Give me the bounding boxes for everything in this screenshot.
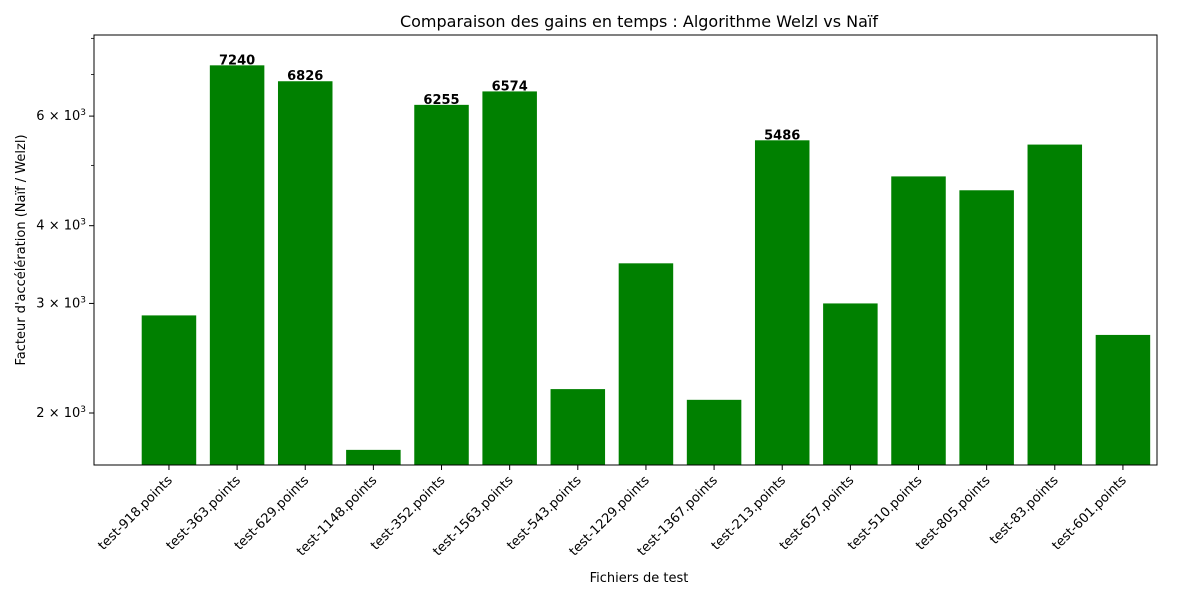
data-label: 7240 (219, 53, 255, 68)
bar (550, 389, 606, 465)
data-label: 6574 (492, 79, 528, 94)
bar (1095, 334, 1151, 465)
x-axis: test-918.pointstest-363.pointstest-629.p… (96, 465, 1130, 559)
bar (823, 303, 878, 465)
data-label: 6826 (287, 69, 323, 84)
x-tick-label: test-601.points (1049, 473, 1129, 553)
bar (346, 449, 401, 465)
bar (209, 65, 265, 465)
bar (1027, 144, 1083, 466)
data-label: 5486 (764, 128, 800, 143)
chart-title: Comparaison des gains en temps : Algorit… (400, 12, 878, 31)
y-tick-label: 6 × 103 (36, 108, 86, 124)
bars-group (141, 65, 1151, 466)
x-tick-label: test-83.points (987, 473, 1062, 548)
bar (141, 315, 197, 465)
x-tick-label: test-805.points (913, 473, 993, 553)
y-tick-label: 3 × 103 (36, 295, 86, 311)
bar (891, 176, 946, 465)
bar (959, 190, 1014, 465)
plot-frame (93, 34, 1158, 466)
bar (277, 81, 333, 466)
data-labels-group: 7240 6826 6255 6574 5486 (219, 53, 800, 143)
bar (482, 91, 537, 465)
bar (686, 399, 742, 465)
bar (414, 104, 469, 465)
x-axis-label: Fichiers de test (590, 571, 689, 586)
data-label: 6255 (423, 93, 459, 108)
y-axis-label: Facteur d'accélération (Naïf / Welzl) (14, 134, 29, 365)
y-tick-label: 2 × 103 (36, 405, 86, 421)
bar (754, 140, 810, 465)
y-tick-label: 4 × 103 (36, 218, 86, 234)
y-axis: 2 × 103 3 × 103 4 × 103 6 × 103 (36, 37, 94, 421)
bar (618, 263, 674, 465)
